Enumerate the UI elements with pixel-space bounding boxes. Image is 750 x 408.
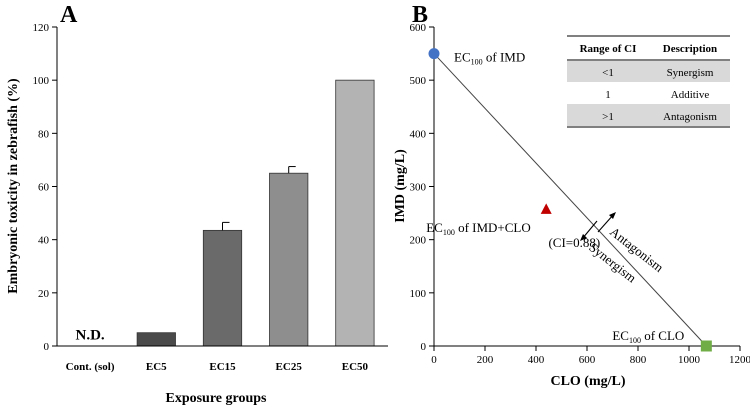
bar-ec50 [335,79,375,347]
y-tick-label: 200 [410,235,427,247]
panel-a-y-ticks: 0 20 40 60 80 100 120 [33,22,57,353]
region-annotations: Antagonism Synergism [580,212,666,285]
ci-table-cell: >1 [602,111,614,123]
ci-table-header-description: Description [663,43,717,55]
label-subscript: 100 [629,336,641,345]
y-tick-label: 0 [44,341,50,353]
panel-b-x-ticks: 0 200 400 600 800 1000 1200 [431,346,750,366]
label-rest: of IMD [483,50,526,65]
ci-table-cell: 1 [605,89,611,101]
panel-b-isobole [433,53,707,347]
isobole-line [433,53,707,347]
panel-a-x-ticks: Cont. (sol) EC5 EC15 EC25 EC50 [66,361,369,373]
point-label: EC100 of IMD+CLO [426,220,531,237]
x-tick-label: EC50 [342,361,369,373]
x-tick-label: 1000 [678,354,701,366]
antagonism-arrow [597,212,616,233]
ci-table-cell: Antagonism [663,111,717,123]
y-tick-label: 600 [410,22,427,34]
label-ec: EC [426,220,443,235]
x-tick-label: 1200 [729,354,750,366]
x-tick-label: Cont. (sol) [66,361,115,373]
ec100-of-clo-point [700,340,712,352]
y-tick-label: 500 [410,75,427,87]
y-tick-label: 20 [38,288,50,300]
y-tick-label: 40 [38,235,50,247]
ci-table-cell: Additive [671,89,710,101]
y-tick-label: 300 [410,182,427,194]
y-tick-label: 400 [410,128,427,140]
label-rest: of CLO [641,328,684,343]
panel-a-letter: A [60,2,78,28]
bar-ec5 [136,332,176,347]
ec100-of-imd-point [428,48,440,60]
x-tick-label: 800 [630,354,647,366]
x-tick-label: 600 [579,354,596,366]
ci-table-header-range: Range of CI [580,43,637,55]
x-tick-label: EC5 [146,361,167,373]
ci-table: Range of CI Description <1 Synergism 1 A… [567,35,730,128]
y-tick-label: 80 [38,128,50,140]
point-label: EC100 of CLO [612,328,684,345]
ci-table-cell: Synergism [667,67,714,79]
label-ec: EC [454,50,471,65]
bar-ec25 [269,172,309,347]
y-tick-label: 100 [33,75,50,87]
nd-annotation: N.D. [76,327,105,343]
point-label: EC100 of IMD [454,50,525,67]
ci-table-row-shade [567,104,730,126]
x-tick-label: EC15 [209,361,236,373]
panel-b-points [428,48,712,352]
panel-b-y-ticks: 0 100 200 300 400 500 600 [410,22,434,353]
x-tick-label: 200 [477,354,494,366]
panel-a-x-axis-title: Exposure groups [165,391,267,406]
label-subscript: 100 [443,228,455,237]
y-tick-label: 120 [33,22,50,34]
ci-value-label: (CI=0.88) [548,235,600,250]
ci-table-cell: <1 [602,67,614,79]
bar-ec15 [202,229,243,347]
panel-b-x-axis-title: CLO (mg/L) [550,374,625,389]
x-tick-label: 400 [528,354,545,366]
panel-a-y-axis-title: Embryonic toxicity in zebrafish (%) [6,78,21,294]
panel-a-annotations: N.D. [76,327,105,343]
y-tick-label: 0 [421,341,427,353]
label-subscript: 100 [471,58,483,67]
y-tick-label: 100 [410,288,427,300]
synergism-arrow [580,220,598,241]
x-tick-label: EC25 [276,361,303,373]
ci-table-row-shade [567,61,730,82]
panel-b-letter: B [412,2,428,28]
label-rest: of IMD+CLO [455,220,531,235]
y-tick-label: 60 [38,182,50,194]
panel-b-y-axis-title: IMD (mg/L) [393,149,408,223]
label-ec: EC [612,328,629,343]
panel-a-bars [136,79,375,347]
x-tick-label: 0 [431,354,437,366]
ec100-of-imd-clo-point [540,203,552,214]
